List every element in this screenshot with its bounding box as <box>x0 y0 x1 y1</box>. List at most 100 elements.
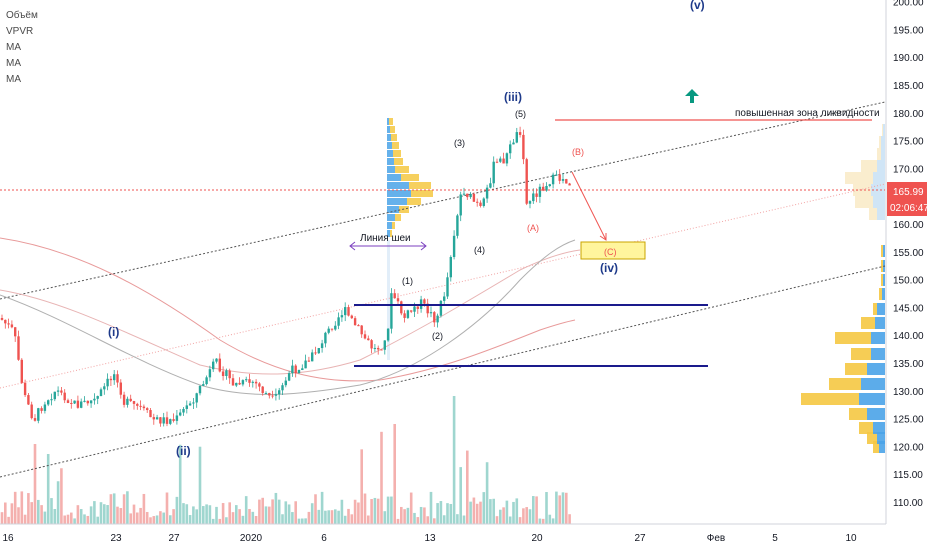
volume-bar <box>532 496 535 524</box>
vp-row-up <box>387 182 409 189</box>
channel-lower-line[interactable] <box>0 265 886 478</box>
price-axis[interactable]: 110.00 115.00 120.00 125.00 130.00 135.00 140.… <box>885 0 929 524</box>
candle-body <box>284 380 287 386</box>
volume-bar <box>109 494 113 524</box>
candle-body <box>146 408 149 411</box>
candle-body <box>258 383 261 387</box>
volume-bar <box>423 507 426 524</box>
price-tick-label: 195.00 <box>893 25 924 36</box>
vp-row-down <box>877 148 881 160</box>
legend-vpvr[interactable]: VPVR <box>6 26 34 37</box>
volume-bar <box>172 509 175 524</box>
right-volume-profile <box>801 124 885 453</box>
vp-row-down <box>845 363 867 375</box>
time-axis[interactable]: 16 23 27 2020 6 13 20 27 Фев 5 10 <box>0 523 886 544</box>
candle-body <box>73 400 76 404</box>
candle-body <box>525 159 528 204</box>
candle-body <box>311 352 314 362</box>
volume-bar <box>475 503 479 524</box>
target-zone-box[interactable] <box>580 241 646 260</box>
price-tick-label: 180.00 <box>893 109 924 120</box>
vp-row-up <box>387 150 393 157</box>
subwave-label-1: (1) <box>402 276 413 286</box>
trend-channel[interactable] <box>0 101 886 478</box>
time-tick-label: 27 <box>168 533 180 544</box>
volume-bar <box>499 509 502 524</box>
vp-row-down <box>881 245 883 257</box>
candle-body <box>218 358 221 372</box>
vp-row-down <box>393 150 401 157</box>
candle-body <box>505 153 509 164</box>
candle-body <box>433 312 436 323</box>
candle-body <box>205 377 208 385</box>
channel-mid-line[interactable] <box>0 183 886 389</box>
candle-body <box>294 365 297 374</box>
vp-row-up <box>387 206 399 213</box>
projection-arrow[interactable] <box>571 171 607 241</box>
volume-bars <box>0 396 571 524</box>
volume-bar <box>350 514 354 524</box>
vp-row-down <box>395 166 409 173</box>
legend-ma-1[interactable]: MA <box>6 42 21 53</box>
volume-bar <box>436 503 439 524</box>
legend-volume[interactable]: Объём <box>6 10 38 21</box>
volume-bar <box>512 501 515 524</box>
time-tick-label: 20 <box>531 533 543 544</box>
volume-bar <box>433 518 436 524</box>
neckline-measure[interactable] <box>349 241 427 251</box>
candle-body <box>212 361 215 370</box>
vp-row-up <box>873 172 885 184</box>
candle-body <box>380 349 383 351</box>
vp-row-down <box>881 260 883 272</box>
volume-bar <box>218 518 222 524</box>
volume-bar <box>406 507 410 524</box>
candle-body <box>287 373 291 381</box>
legend-ma-2[interactable]: MA <box>6 58 21 69</box>
candle-body <box>99 389 103 397</box>
legend-ma-3[interactable]: MA <box>6 74 21 85</box>
candle-body <box>116 374 119 383</box>
candle-body <box>515 132 518 143</box>
candle-body <box>10 324 14 328</box>
volume-bar <box>541 518 545 524</box>
volume-bar <box>449 503 453 524</box>
volume-bar <box>353 499 357 524</box>
vp-row-up <box>387 134 391 141</box>
vp-row-down <box>829 378 861 390</box>
time-tick-label: 13 <box>424 533 436 544</box>
candle-body <box>452 235 456 257</box>
candle-body <box>403 313 406 318</box>
candle-body <box>132 401 136 404</box>
candle-body <box>248 379 251 383</box>
candle-body <box>241 380 245 385</box>
volume-bar <box>446 503 449 524</box>
volume-bar <box>416 517 420 524</box>
vp-row-up <box>387 230 390 237</box>
vp-row-up <box>387 222 392 229</box>
candle-body <box>439 300 443 316</box>
candle-body <box>291 365 294 374</box>
price-tick-label: 190.00 <box>893 53 924 64</box>
wave-label-iii: (iii) <box>504 90 522 104</box>
up-arrow-icon[interactable] <box>685 89 699 103</box>
candle-body <box>198 385 202 394</box>
volume-bar <box>479 501 482 524</box>
volume-bar <box>149 517 152 524</box>
candle-body <box>4 319 7 324</box>
candle-body <box>495 161 499 163</box>
candle-body <box>251 381 254 383</box>
time-tick-label: 10 <box>845 533 857 544</box>
vp-row-up <box>387 142 392 149</box>
vp-row-up <box>867 408 885 420</box>
volume-bar <box>568 514 571 524</box>
vp-row-down <box>389 118 393 125</box>
volume-bar <box>277 499 281 524</box>
candle-body <box>159 417 162 424</box>
candle-body <box>373 347 377 349</box>
candle-body <box>436 315 439 323</box>
candle-body <box>14 327 17 337</box>
volume-bar <box>515 498 519 524</box>
price-tick-label: 170.00 <box>893 164 924 175</box>
channel-upper-line[interactable] <box>0 101 886 300</box>
